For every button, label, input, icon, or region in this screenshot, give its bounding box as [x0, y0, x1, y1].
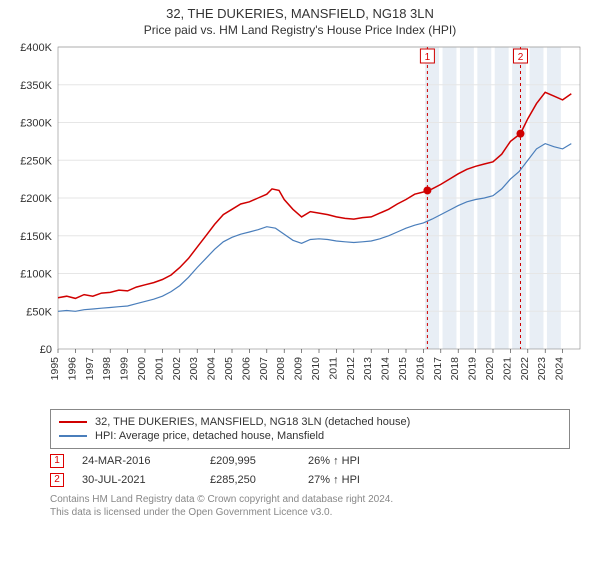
svg-text:2016: 2016: [414, 357, 426, 381]
svg-text:2002: 2002: [171, 357, 183, 381]
svg-text:2015: 2015: [397, 357, 409, 381]
legend-row: 32, THE DUKERIES, MANSFIELD, NG18 3LN (d…: [59, 416, 561, 428]
sale-price: £209,995: [210, 455, 290, 467]
svg-text:1997: 1997: [84, 357, 96, 381]
svg-text:£400K: £400K: [20, 43, 52, 54]
sale-row: 2 30-JUL-2021 £285,250 27% ↑ HPI: [50, 473, 570, 487]
legend-label: 32, THE DUKERIES, MANSFIELD, NG18 3LN (d…: [95, 416, 410, 428]
svg-text:2020: 2020: [484, 357, 496, 381]
sale-row: 1 24-MAR-2016 £209,995 26% ↑ HPI: [50, 454, 570, 468]
svg-text:2007: 2007: [258, 357, 270, 381]
svg-text:2006: 2006: [240, 357, 252, 381]
sale-delta: 27% ↑ HPI: [308, 474, 398, 486]
sale-date: 30-JUL-2021: [82, 474, 192, 486]
svg-text:2018: 2018: [449, 357, 461, 381]
svg-text:£150K: £150K: [20, 231, 52, 243]
sale-delta: 26% ↑ HPI: [308, 455, 398, 467]
svg-text:2013: 2013: [362, 357, 374, 381]
svg-text:2009: 2009: [293, 357, 305, 381]
sales-table: 1 24-MAR-2016 £209,995 26% ↑ HPI 2 30-JU…: [50, 454, 570, 487]
svg-text:2001: 2001: [153, 357, 165, 381]
svg-text:2: 2: [518, 52, 524, 63]
chart-container: 32, THE DUKERIES, MANSFIELD, NG18 3LN Pr…: [0, 6, 600, 566]
sale-price: £285,250: [210, 474, 290, 486]
svg-text:2019: 2019: [467, 357, 479, 381]
svg-text:1: 1: [425, 52, 431, 63]
svg-text:2017: 2017: [432, 357, 444, 381]
svg-text:2024: 2024: [554, 357, 566, 381]
svg-text:1998: 1998: [101, 357, 113, 381]
footer-line: This data is licensed under the Open Gov…: [50, 506, 570, 519]
svg-text:£350K: £350K: [20, 80, 52, 92]
footer-attribution: Contains HM Land Registry data © Crown c…: [50, 493, 570, 519]
svg-text:2004: 2004: [206, 357, 218, 381]
svg-text:1999: 1999: [119, 357, 131, 381]
footer-line: Contains HM Land Registry data © Crown c…: [50, 493, 570, 506]
chart-svg: £0 £50K £100K £150K £200K £250K £300K £350K £400…: [10, 43, 590, 403]
svg-text:£50K: £50K: [26, 306, 52, 318]
svg-text:£100K: £100K: [20, 269, 52, 281]
svg-text:2008: 2008: [275, 357, 287, 381]
svg-text:2021: 2021: [501, 357, 513, 381]
svg-text:2012: 2012: [345, 357, 357, 381]
svg-text:2005: 2005: [223, 357, 235, 381]
chart-title: 32, THE DUKERIES, MANSFIELD, NG18 3LN: [0, 6, 600, 21]
legend-swatch: [59, 435, 87, 437]
svg-text:£250K: £250K: [20, 155, 52, 167]
legend-box: 32, THE DUKERIES, MANSFIELD, NG18 3LN (d…: [50, 409, 570, 449]
svg-text:2011: 2011: [327, 357, 339, 380]
svg-text:£0: £0: [40, 344, 52, 356]
svg-text:£200K: £200K: [20, 193, 52, 205]
legend-row: HPI: Average price, detached house, Mans…: [59, 430, 561, 442]
svg-text:2010: 2010: [310, 357, 322, 381]
sale-marker-badge: 2: [50, 473, 64, 487]
legend-label: HPI: Average price, detached house, Mans…: [95, 430, 324, 442]
svg-text:2000: 2000: [136, 357, 148, 381]
svg-text:1996: 1996: [66, 357, 78, 381]
svg-text:2022: 2022: [519, 357, 531, 381]
svg-text:2014: 2014: [380, 357, 392, 381]
chart-subtitle: Price paid vs. HM Land Registry's House …: [0, 23, 600, 37]
legend-swatch: [59, 421, 87, 423]
sale-marker-badge: 1: [50, 454, 64, 468]
svg-text:£300K: £300K: [20, 118, 52, 130]
svg-text:2003: 2003: [188, 357, 200, 381]
chart-plot-area: £0 £50K £100K £150K £200K £250K £300K £350K £400…: [10, 43, 590, 403]
svg-text:1995: 1995: [49, 357, 61, 381]
svg-text:2023: 2023: [536, 357, 548, 381]
sale-date: 24-MAR-2016: [82, 455, 192, 467]
